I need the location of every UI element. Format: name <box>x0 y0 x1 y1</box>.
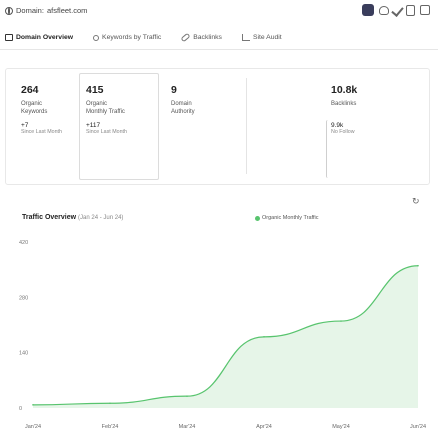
stat-organic-keywords: 264 Organic Keywords +7 Since Last Month <box>21 84 62 136</box>
stat-value: 10.8k <box>331 84 358 96</box>
stat-change-label: Since Last Month <box>21 129 62 135</box>
stat-monthly-traffic: 415 Organic Monthly Traffic +117 Since L… <box>86 84 127 136</box>
tab-bar: Domain Overview Keywords by Traffic Back… <box>5 32 282 43</box>
stat-nofollow-label: No Follow <box>331 129 355 135</box>
tab-label: Backlinks <box>193 34 222 41</box>
y-tick-label: 0 <box>19 406 22 412</box>
x-tick-label: Jan'24 <box>25 424 41 430</box>
stat-change: +7 <box>21 122 29 129</box>
legend-label: Organic Monthly Traffic <box>262 215 319 221</box>
globe-icon <box>5 6 13 15</box>
x-tick-label: Feb'24 <box>102 424 119 430</box>
y-tick-label: 280 <box>19 295 28 301</box>
share-icon[interactable] <box>420 5 430 15</box>
tab-keywords-by-traffic[interactable]: Keywords by Traffic <box>93 34 161 41</box>
top-bar: Domain: afsfleet.com <box>0 0 438 22</box>
audit-icon <box>241 34 250 41</box>
stat-value: 415 <box>86 84 104 96</box>
series-area <box>33 265 418 408</box>
stat-domain-authority: 9 Domain Authority <box>171 84 195 116</box>
stat-change-label: Since Last Month <box>86 129 127 135</box>
stat-change: +117 <box>86 122 101 129</box>
stat-label: Domain Authority <box>171 101 195 115</box>
domain-value[interactable]: afsfleet.com <box>46 6 88 15</box>
stat-label: Organic Monthly Traffic <box>86 101 125 115</box>
domain-label: Domain: <box>16 6 44 15</box>
data-point <box>263 336 265 338</box>
stat-value: 9 <box>171 84 177 96</box>
stat-nofollow-value: 9.9k <box>331 122 344 129</box>
x-tick-label: Mar'24 <box>179 424 196 430</box>
heart-icon[interactable] <box>379 5 389 15</box>
chart-legend: Organic Monthly Traffic <box>255 215 318 221</box>
stat-label: Organic Keywords <box>21 101 48 115</box>
data-point <box>186 395 188 397</box>
data-point <box>417 264 419 267</box>
tab-domain-overview[interactable]: Domain Overview <box>5 34 73 41</box>
chart-title-text: Traffic Overview <box>22 214 77 221</box>
x-tick-label: Apr'24 <box>256 424 272 430</box>
stat-label: Backlinks <box>331 101 357 107</box>
chart-title: Traffic Overview (Jan 24 - Jun 24) <box>22 214 123 221</box>
stat-backlinks: 10.8k Backlinks 9.9k No Follow <box>331 84 357 136</box>
bookmark-icon[interactable] <box>406 4 415 16</box>
tab-label: Site Audit <box>252 34 282 41</box>
refresh-icon[interactable]: ↻ <box>412 196 420 206</box>
tab-site-audit[interactable]: Site Audit <box>241 34 282 41</box>
tab-divider <box>0 49 438 50</box>
monthly-traffic-box <box>79 73 159 180</box>
stats-card <box>5 68 430 185</box>
data-point <box>32 404 34 406</box>
extension-logo-icon[interactable] <box>362 4 374 16</box>
x-tick-label: May'24 <box>332 424 350 430</box>
tab-label: Domain Overview <box>16 34 74 41</box>
backlinks-divider <box>326 120 386 178</box>
overview-icon <box>5 34 13 41</box>
data-point <box>340 320 342 322</box>
tab-backlinks[interactable]: Backlinks <box>180 32 222 43</box>
data-point <box>109 402 111 405</box>
stat-value: 264 <box>21 84 39 96</box>
x-tick-label: Jun'24 <box>410 424 426 430</box>
legend-swatch <box>255 215 260 221</box>
key-icon <box>93 34 100 41</box>
y-tick-label: 140 <box>19 351 28 357</box>
domain-indicator: Domain: afsfleet.com <box>5 6 87 15</box>
stats-divider <box>246 78 247 174</box>
chart-range: (Jan 24 - Jun 24) <box>78 215 124 221</box>
tab-label: Keywords by Traffic <box>102 34 162 41</box>
y-tick-label: 420 <box>19 240 28 246</box>
toolbar-icons <box>362 3 430 17</box>
